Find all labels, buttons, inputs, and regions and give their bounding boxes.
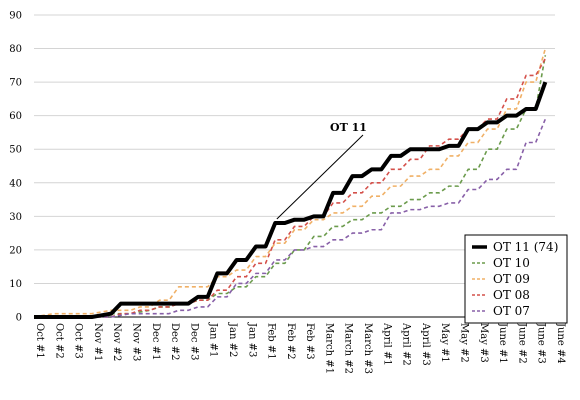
y-tick-label: 80 [9, 44, 22, 55]
x-tick-label: Oct #1 [34, 323, 45, 359]
x-tick-label: Nov #3 [130, 323, 141, 361]
x-tick-label: May #2 [459, 323, 470, 363]
y-tick-label: 0 [16, 313, 22, 324]
x-tick-label: Nov #1 [92, 323, 103, 361]
y-tick-label: 10 [9, 279, 22, 290]
x-tick-label: Jan #3 [246, 322, 257, 357]
gridlines [34, 14, 555, 284]
x-tick-label: June #4 [555, 322, 566, 364]
x-tick-label: Oct #2 [53, 323, 64, 359]
legend-label: OT 08 [493, 288, 530, 302]
x-tick-label: Feb #3 [304, 323, 315, 360]
x-tick-label: Jan #2 [227, 322, 238, 357]
series-lines [33, 48, 548, 319]
y-tick-label: 20 [9, 245, 22, 256]
y-tick-label: 50 [9, 145, 22, 156]
x-axis-tick-labels: Oct #1 Oct #2 Oct #3 Nov #1 Nov #2 Nov #3 Dec … [34, 322, 566, 374]
legend-label: OT 07 [493, 304, 530, 318]
annotation-label: OT 11 [330, 121, 367, 134]
y-tick-label: 40 [9, 178, 22, 189]
y-tick-label: 70 [9, 78, 22, 89]
legend-label: OT 10 [493, 256, 530, 270]
x-tick-label: June #1 [497, 322, 508, 364]
x-tick-label: May #3 [478, 323, 489, 363]
x-tick-label: April #3 [420, 322, 431, 366]
x-tick-label: Nov #2 [111, 323, 122, 361]
annotation: OT 11 [276, 121, 367, 220]
x-tick-label: March #3 [362, 323, 373, 374]
legend-label: OT 09 [493, 272, 530, 286]
y-tick-label: 60 [9, 111, 22, 122]
x-tick-label: Feb #1 [266, 323, 277, 360]
x-tick-label: Jan #1 [208, 322, 219, 357]
x-tick-label: June #3 [536, 322, 547, 364]
x-tick-label: May #1 [439, 323, 450, 363]
series-line-ot-09 [33, 48, 547, 318]
x-tick-label: Dec #3 [188, 323, 199, 360]
y-tick-label: 90 [9, 11, 22, 22]
series-line-ot-11-74 [34, 81, 548, 319]
series-line-ot-07 [34, 118, 547, 318]
legend: OT 11 (74) OT 10 OT 09 OT 08 OT 07 [464, 234, 568, 324]
x-tick-label: Oct #3 [73, 323, 84, 359]
x-tick-label: Dec #2 [169, 323, 180, 360]
y-axis-tick-labels: 0 10 20 30 40 50 60 70 80 90 [9, 11, 22, 324]
y-tick-label: 30 [9, 212, 22, 223]
annotation-pointer [276, 134, 364, 220]
x-tick-label: April #2 [401, 322, 412, 366]
x-tick-label: March #2 [343, 323, 354, 374]
x-tick-label: June #2 [516, 322, 527, 364]
legend-label: OT 11 (74) [493, 240, 558, 254]
x-tick-label: March #1 [323, 323, 334, 374]
x-tick-label: Dec #1 [150, 323, 161, 360]
x-tick-label: April #1 [381, 322, 392, 366]
x-tick-label: Feb #2 [285, 323, 296, 360]
series-line-ot-08 [34, 58, 547, 318]
